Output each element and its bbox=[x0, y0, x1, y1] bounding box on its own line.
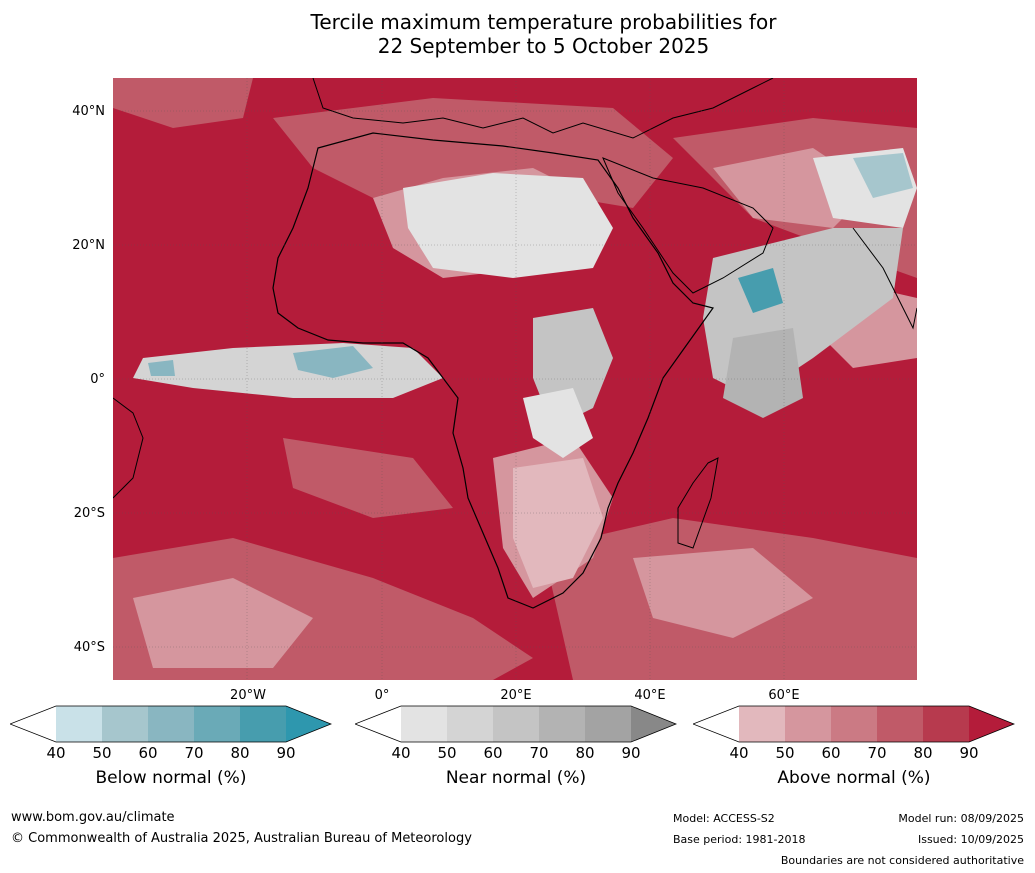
above-tick-40: 40 bbox=[729, 744, 749, 762]
lat-label-20s: 20°S bbox=[73, 506, 105, 521]
lat-label-20n: 20°N bbox=[72, 238, 105, 253]
above-normal-swatch-over bbox=[969, 706, 1014, 742]
africa-coastline bbox=[272, 132, 715, 609]
above-tick-50: 50 bbox=[775, 744, 795, 762]
issued-date: Issued: 10/09/2025 bbox=[917, 833, 1024, 846]
probability-map bbox=[113, 78, 917, 680]
lat-label-40s: 40°S bbox=[73, 640, 105, 655]
title-line-1: Tercile maximum temperature probabilitie… bbox=[310, 10, 777, 34]
near-normal-swatch-50-60 bbox=[447, 706, 493, 742]
below-tick-70: 70 bbox=[184, 744, 204, 762]
below-normal-swatch-80-90 bbox=[240, 706, 286, 742]
website-link[interactable]: www.bom.gov.au/climate bbox=[11, 810, 175, 825]
boundaries-disclaimer: Boundaries are not considered authoritat… bbox=[780, 854, 1024, 867]
above-normal-caption: Above normal (%) bbox=[777, 768, 931, 788]
near-normal-caption: Near normal (%) bbox=[445, 768, 587, 788]
graticule bbox=[113, 78, 917, 680]
near-normal-colorbar bbox=[355, 705, 677, 743]
near-normal-swatch-80-90 bbox=[585, 706, 631, 742]
lon-label-20w: 20°W bbox=[230, 688, 266, 703]
above-tick-60: 60 bbox=[821, 744, 841, 762]
lon-label-40e: 40°E bbox=[634, 688, 666, 703]
madagascar-coastline bbox=[677, 457, 719, 549]
below-normal-caption: Below normal (%) bbox=[95, 768, 247, 788]
south-america-coastline bbox=[113, 397, 144, 499]
above-normal-colorbar bbox=[693, 705, 1015, 743]
near-normal-swatch-under bbox=[355, 706, 401, 742]
map-canvas bbox=[113, 78, 917, 680]
lat-label-40n: 40°N bbox=[72, 104, 105, 119]
above-normal-swatch-40-50 bbox=[739, 706, 785, 742]
below-tick-60: 60 bbox=[138, 744, 158, 762]
near-normal-swatch-60-70 bbox=[493, 706, 539, 742]
above-normal-swatch-50-60 bbox=[785, 706, 831, 742]
near-tick-40: 40 bbox=[391, 744, 411, 762]
above-normal-swatch-under bbox=[693, 706, 739, 742]
lon-label-60e: 60°E bbox=[768, 688, 800, 703]
europe-coastline bbox=[312, 78, 774, 139]
below-tick-80: 80 bbox=[230, 744, 250, 762]
lat-label-equator: 0° bbox=[90, 372, 105, 387]
below-normal-colorbar bbox=[10, 705, 332, 743]
arabia-coastline bbox=[602, 157, 774, 294]
base-period: Base period: 1981-2018 bbox=[673, 833, 806, 846]
india-coastline bbox=[852, 227, 917, 330]
below-normal-areas bbox=[148, 153, 913, 378]
below-normal-swatch-40-50 bbox=[56, 706, 102, 742]
below-tick-90: 90 bbox=[276, 744, 296, 762]
near-normal-swatch-40-50 bbox=[401, 706, 447, 742]
above-normal-swatch-60-70 bbox=[831, 706, 877, 742]
near-tick-70: 70 bbox=[529, 744, 549, 762]
above-normal-swatch-70-80 bbox=[877, 706, 923, 742]
below-normal-swatch-under bbox=[10, 706, 56, 742]
model-run-date: Model run: 08/09/2025 bbox=[898, 812, 1024, 825]
near-normal-swatch-over bbox=[631, 706, 676, 742]
near-tick-80: 80 bbox=[575, 744, 595, 762]
above-tick-90: 90 bbox=[959, 744, 979, 762]
near-normal-areas bbox=[133, 148, 917, 458]
below-normal-swatch-60-70 bbox=[148, 706, 194, 742]
near-normal-swatch-70-80 bbox=[539, 706, 585, 742]
model-name: Model: ACCESS-S2 bbox=[673, 812, 775, 825]
near-tick-90: 90 bbox=[621, 744, 641, 762]
near-tick-50: 50 bbox=[437, 744, 457, 762]
map-title: Tercile maximum temperature probabilitie… bbox=[0, 10, 1035, 58]
lon-label-0: 0° bbox=[374, 688, 390, 703]
copyright-text: © Commonwealth of Australia 2025, Austra… bbox=[11, 831, 472, 846]
below-normal-swatch-over bbox=[286, 706, 331, 742]
title-line-2: 22 September to 5 October 2025 bbox=[377, 34, 710, 58]
above-normal-swatch-80-90 bbox=[923, 706, 969, 742]
below-normal-swatch-70-80 bbox=[194, 706, 240, 742]
below-tick-40: 40 bbox=[46, 744, 66, 762]
below-normal-swatch-50-60 bbox=[102, 706, 148, 742]
near-tick-60: 60 bbox=[483, 744, 503, 762]
above-tick-70: 70 bbox=[867, 744, 887, 762]
lon-label-20e: 20°E bbox=[500, 688, 532, 703]
above-tick-80: 80 bbox=[913, 744, 933, 762]
below-tick-50: 50 bbox=[92, 744, 112, 762]
